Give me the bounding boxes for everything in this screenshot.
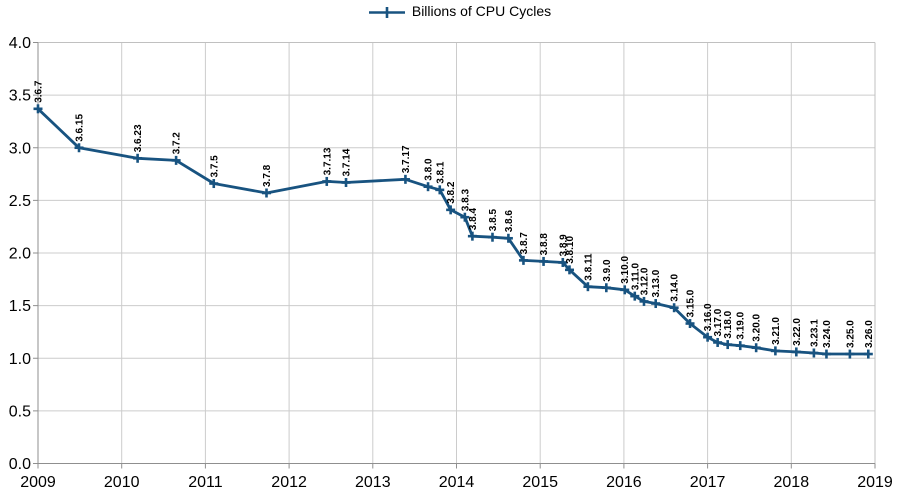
data-label: 3.21.0 xyxy=(771,317,782,345)
y-tick-label: 3.0 xyxy=(9,140,31,157)
y-tick-label: 2.5 xyxy=(9,193,31,210)
data-label: 3.8.5 xyxy=(488,209,499,232)
x-tick-label: 2015 xyxy=(522,474,558,491)
y-tick-label: 1.5 xyxy=(9,298,31,315)
x-tick-label: 2009 xyxy=(20,474,56,491)
data-label: 3.14.0 xyxy=(670,273,681,301)
data-label: 3.7.5 xyxy=(209,155,220,178)
data-label: 3.12.0 xyxy=(640,267,651,295)
x-tick-label: 2019 xyxy=(857,474,893,491)
data-label: 3.8.3 xyxy=(460,189,471,212)
data-label: 3.8.0 xyxy=(424,158,435,181)
legend-line-plus-marker-icon xyxy=(368,6,405,18)
data-label: 3.7.17 xyxy=(401,145,412,173)
data-label: 3.6.23 xyxy=(133,124,144,152)
data-label: 3.22.0 xyxy=(792,318,803,346)
data-label: 3.8.8 xyxy=(539,233,550,256)
data-label: 3.8.1 xyxy=(435,161,446,184)
x-tick-label: 2014 xyxy=(439,474,475,491)
x-tick-label: 2018 xyxy=(774,474,810,491)
x-tick-label: 2011 xyxy=(188,474,223,491)
data-label: 3.17.0 xyxy=(713,308,724,336)
data-label: 3.8.2 xyxy=(446,181,457,204)
data-label: 3.8.6 xyxy=(504,210,515,233)
data-label: 3.8.4 xyxy=(468,208,479,231)
data-label: 3.23.1 xyxy=(809,319,820,347)
data-label: 3.8.9 xyxy=(558,234,569,257)
y-tick-label: 0.5 xyxy=(9,403,31,420)
data-label: 3.11.0 xyxy=(630,263,641,291)
data-label: 3.16.0 xyxy=(703,303,714,331)
x-tick-label: 2013 xyxy=(355,474,391,491)
y-tick-label: 4.0 xyxy=(9,35,31,52)
data-label: 3.24.0 xyxy=(822,320,833,348)
y-tick-label: 2.0 xyxy=(9,246,31,263)
x-tick-label: 2010 xyxy=(104,474,140,491)
data-label: 3.18.0 xyxy=(723,310,734,338)
data-label: 3.7.2 xyxy=(172,132,183,155)
data-label: 3.8.11 xyxy=(583,253,594,281)
data-label: 3.6.15 xyxy=(75,114,86,142)
data-label: 3.8.7 xyxy=(519,232,530,255)
data-label: 3.25.0 xyxy=(845,320,856,348)
y-tick-label: 3.5 xyxy=(9,88,31,105)
x-tick-label: 2017 xyxy=(690,474,726,491)
data-label: 3.8.10 xyxy=(565,236,576,264)
data-label: 3.13.0 xyxy=(651,269,662,297)
y-tick-label: 1.0 xyxy=(9,351,31,368)
data-label: 3.26.0 xyxy=(864,320,875,348)
data-label: 3.9.0 xyxy=(602,259,613,282)
data-label: 3.7.8 xyxy=(262,164,273,187)
data-label: 3.6.7 xyxy=(34,80,45,103)
data-label: 3.7.13 xyxy=(322,147,333,175)
data-label: 3.19.0 xyxy=(736,311,747,339)
y-tick-label: 0.0 xyxy=(9,456,31,473)
x-tick-label: 2012 xyxy=(271,474,307,491)
data-label: 3.10.0 xyxy=(620,256,631,284)
x-tick-label: 2016 xyxy=(606,474,642,491)
data-label: 3.20.0 xyxy=(752,313,763,341)
legend-label: Billions of CPU Cycles xyxy=(411,3,552,19)
legend: Billions of CPU Cycles xyxy=(10,4,899,19)
data-label: 3.15.0 xyxy=(686,289,697,317)
data-label: 3.7.14 xyxy=(342,148,353,176)
